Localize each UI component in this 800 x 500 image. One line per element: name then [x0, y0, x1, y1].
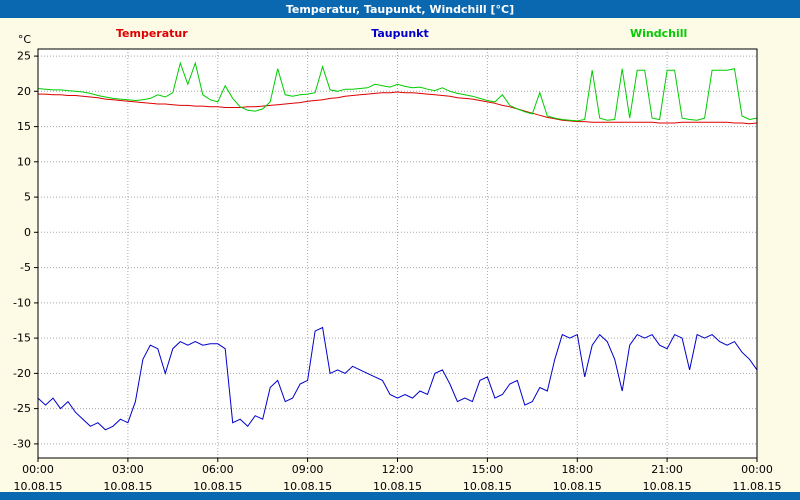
svg-text:-25: -25: [13, 402, 31, 415]
chart-legend: Temperatur Taupunkt Windchill: [0, 27, 800, 42]
svg-text:12:00: 12:00: [382, 463, 414, 476]
svg-text:-10: -10: [13, 296, 31, 309]
svg-text:20: 20: [17, 85, 31, 98]
svg-text:10.08.15: 10.08.15: [14, 480, 63, 493]
svg-text:00:00: 00:00: [741, 463, 773, 476]
svg-text:18:00: 18:00: [561, 463, 593, 476]
svg-text:5: 5: [24, 191, 31, 204]
svg-text:11.08.15: 11.08.15: [733, 480, 782, 493]
svg-text:10: 10: [17, 155, 31, 168]
svg-text:10.08.15: 10.08.15: [283, 480, 332, 493]
bottom-bar: [0, 492, 800, 500]
svg-text:10.08.15: 10.08.15: [463, 480, 512, 493]
svg-text:06:00: 06:00: [202, 463, 234, 476]
legend-windchill: Windchill: [630, 27, 688, 40]
svg-text:10.08.15: 10.08.15: [103, 480, 152, 493]
svg-text:0: 0: [24, 226, 31, 239]
svg-text:°C: °C: [18, 33, 32, 46]
svg-text:15: 15: [17, 120, 31, 133]
svg-text:10.08.15: 10.08.15: [643, 480, 692, 493]
svg-text:03:00: 03:00: [112, 463, 144, 476]
svg-text:25: 25: [17, 50, 31, 63]
svg-text:10.08.15: 10.08.15: [553, 480, 602, 493]
legend-temperatur: Temperatur: [116, 27, 188, 40]
legend-taupunkt: Taupunkt: [371, 27, 429, 40]
svg-text:-5: -5: [20, 261, 31, 274]
svg-text:-30: -30: [13, 437, 31, 450]
svg-text:15:00: 15:00: [472, 463, 504, 476]
window-title: Temperatur, Taupunkt, Windchill [°C]: [285, 2, 515, 16]
svg-text:-20: -20: [13, 367, 31, 380]
svg-text:10.08.15: 10.08.15: [373, 480, 422, 493]
svg-text:09:00: 09:00: [292, 463, 324, 476]
svg-text:00:00: 00:00: [22, 463, 54, 476]
svg-text:-15: -15: [13, 332, 31, 345]
svg-text:21:00: 21:00: [651, 463, 683, 476]
window-title-bar: Temperatur, Taupunkt, Windchill [°C]: [0, 0, 800, 18]
svg-text:10.08.15: 10.08.15: [193, 480, 242, 493]
